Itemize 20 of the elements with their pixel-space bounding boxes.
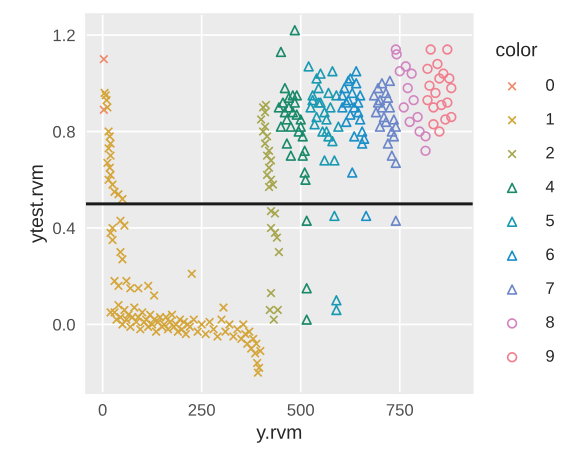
y-tick-label: 0.0 (53, 318, 75, 331)
x-tick-label: 0 (98, 404, 107, 416)
x-tick-label: 250 (188, 404, 215, 416)
legend-label: 6 (546, 248, 554, 260)
y-axis-title: ytest.rvm (30, 165, 47, 243)
legend-label: 5 (546, 214, 554, 226)
y-tick-label: 0.8 (53, 126, 75, 138)
legend-label: 2 (546, 146, 554, 158)
x-tick-label: 500 (287, 404, 314, 416)
y-tick-label: 1.2 (54, 29, 75, 42)
legend-label: 9 (546, 350, 554, 362)
legend-label: 8 (546, 316, 554, 328)
legend-label: 0 (546, 79, 554, 91)
legend-label: 7 (546, 282, 554, 294)
x-axis-title: y.rvm (256, 428, 302, 443)
legend-label: 1 (546, 113, 554, 125)
x-tick-label: 750 (386, 404, 414, 416)
legend-label: 4 (546, 180, 554, 192)
y-tick-label: 0.4 (53, 222, 76, 234)
legend-title: color (496, 42, 538, 56)
